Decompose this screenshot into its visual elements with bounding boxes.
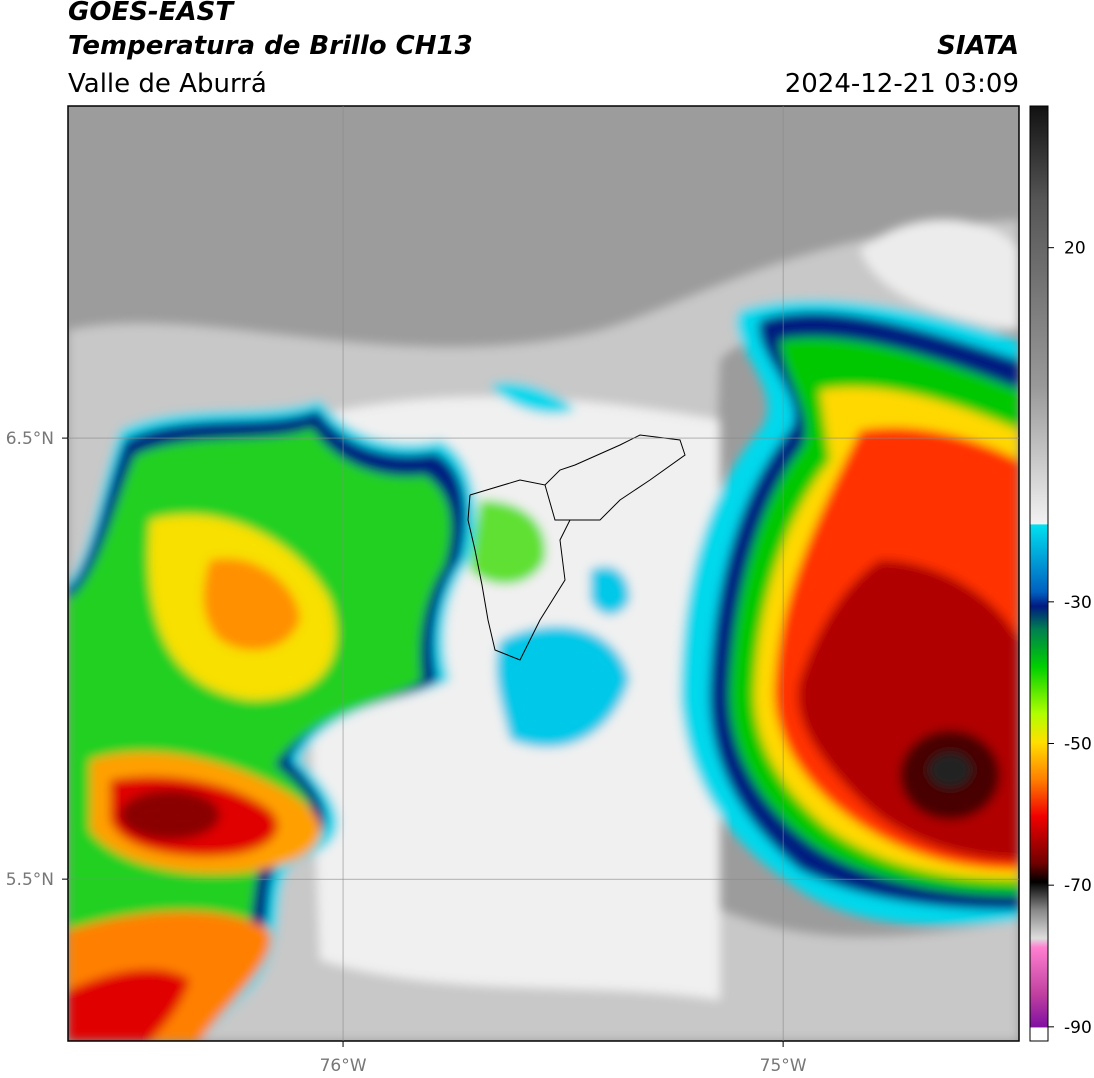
subtitle: Temperatura de Brillo CH13: [68, 31, 473, 61]
colorbar-tick-label: -30: [1064, 593, 1092, 613]
colorbar-tick-label: -90: [1064, 1018, 1092, 1038]
timestamp: 2024-12-21 03:09: [785, 69, 1019, 99]
colorbar: [1029, 105, 1049, 1042]
satellite-image: [68, 106, 1019, 1041]
title: GOES-EAST: [68, 0, 235, 27]
colorbar-tick-label: -70: [1064, 876, 1092, 896]
colorbar-tick-label: 20: [1064, 239, 1086, 259]
map-frame: [67, 105, 1020, 1042]
source: SIATA: [937, 31, 1019, 61]
y-tick-label: 5.5°N: [6, 870, 54, 890]
x-tick-label: 75°W: [760, 1056, 807, 1076]
y-tick-label: 6.5°N: [6, 429, 54, 449]
colorbar-tick-label: -50: [1064, 735, 1092, 755]
x-tick-label: 76°W: [320, 1056, 367, 1076]
region: Valle de Aburrá: [68, 69, 267, 99]
